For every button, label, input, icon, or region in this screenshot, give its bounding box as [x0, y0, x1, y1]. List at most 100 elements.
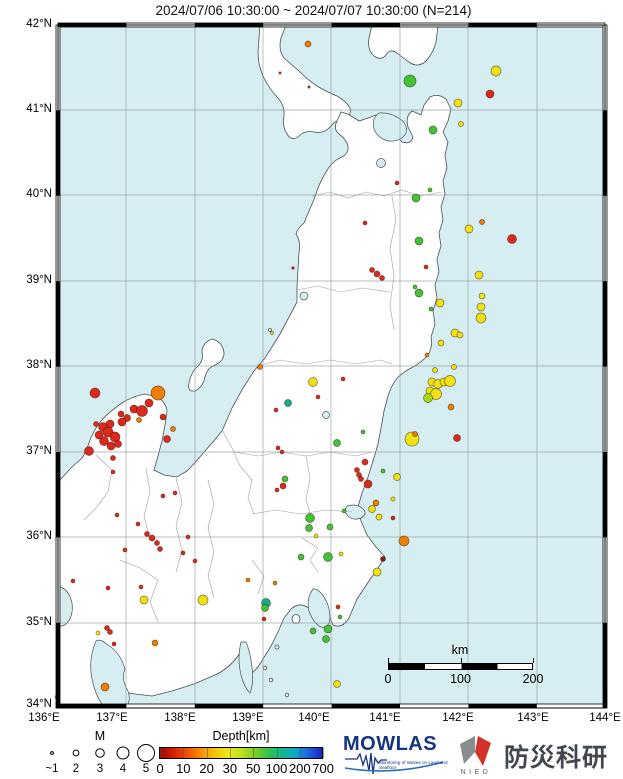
earthquake-dot [105, 585, 111, 591]
earthquake-dot [315, 394, 321, 400]
earthquake-dot [291, 266, 295, 270]
magnitude-legend-label: ~1 [45, 763, 59, 775]
earthquake-dot [444, 375, 456, 387]
lat-label: 34°N [26, 698, 52, 710]
earthquake-dot [163, 435, 171, 443]
lon-label: 139°E [232, 712, 264, 724]
earthquake-dot [185, 534, 191, 540]
earthquake-dot [110, 455, 116, 461]
earthquake-dot [309, 627, 317, 635]
earthquake-dot [478, 292, 486, 300]
earthquake-dot [95, 630, 101, 636]
lon-label: 140°E [298, 712, 330, 724]
magnitude-legend-circle [50, 751, 54, 755]
depth-colorbar-tick [183, 748, 185, 758]
ise-bay [90, 639, 130, 709]
earthquake-dot [93, 421, 99, 427]
map-frame [55, 22, 608, 709]
lon-label: 137°E [96, 712, 128, 724]
earthquake-dot [340, 376, 346, 382]
earthquake-dot [322, 635, 330, 643]
earthquake-dot [507, 234, 517, 244]
waveform-icon [344, 752, 444, 775]
earthquake-dot [412, 431, 418, 437]
depth-colorbar-label: 700 [312, 761, 334, 776]
magnitude-legend-label: 3 [96, 763, 104, 775]
earthquake-dot [485, 89, 495, 99]
lat-label: 35°N [26, 616, 52, 628]
earthquake-dot [144, 398, 154, 408]
lat-label: 38°N [26, 359, 52, 371]
earthquake-dot [297, 553, 305, 561]
magnitude-legend-label: 2 [72, 763, 80, 775]
earthquake-dot [362, 220, 368, 226]
earthquake-dot [304, 40, 312, 48]
earthquake-dots [54, 40, 517, 700]
earthquake-dot [117, 417, 127, 427]
earthquake-dot [157, 546, 163, 552]
page-title: 2024/07/06 10:30:00 ~ 2024/07/07 10:30:0… [155, 3, 472, 18]
earthquake-dot [99, 436, 109, 446]
lake-kasumigaura [344, 504, 366, 520]
lake-biwa [57, 585, 73, 628]
earthquake-dot [358, 476, 364, 482]
earthquake-dot [435, 298, 445, 308]
depth-colorbar-label: 10 [176, 761, 191, 776]
earthquake-dot [139, 595, 149, 605]
mutsu-bay [372, 112, 407, 142]
mowlas-logo: MOWLAS Monitoring of Waves on Land and S… [343, 733, 448, 777]
earthquake-dot [333, 680, 341, 688]
lon-label: 144°E [589, 712, 621, 724]
scalebar-tick [460, 658, 462, 663]
scale-bar [388, 663, 533, 670]
lat-label: 37°N [26, 445, 52, 457]
lake-small [322, 411, 330, 419]
mowlas-logo-text: MOWLAS [343, 733, 438, 755]
island-small [274, 644, 280, 650]
scalebar-tick [388, 658, 389, 663]
lake-towada [376, 158, 386, 168]
earthquake-dot [275, 445, 281, 451]
earthquake-dot [94, 430, 104, 440]
earthquake-dot [390, 515, 396, 521]
earthquake-dot [363, 479, 373, 489]
earthquake-dot [84, 446, 94, 456]
earthquake-dot [403, 74, 417, 88]
earthquake-dot [261, 604, 269, 612]
lon-label: 141°E [369, 712, 401, 724]
earthquake-dot [369, 267, 375, 273]
earthquake-dot [338, 551, 344, 557]
lat-label: 42°N [26, 18, 52, 30]
island-small [268, 677, 274, 683]
earthquake-dot [154, 540, 160, 546]
earthquake-dot [423, 264, 429, 270]
prefecture-borders [83, 189, 443, 623]
depth-colorbar-label: 30 [222, 761, 238, 776]
earthquake-dot [305, 524, 313, 532]
coastline-hokkaido-south [368, 24, 439, 66]
earthquake-dot [70, 578, 76, 584]
earthquake-dot [337, 614, 343, 620]
earthquake-dot [170, 426, 176, 432]
earthquake-dot [447, 403, 455, 411]
earthquake-dot [117, 410, 125, 418]
earthquake-dot [432, 367, 438, 373]
earthquake-dot [372, 499, 380, 507]
lon-label: 143°E [517, 712, 549, 724]
depth-colorbar-label: 100 [265, 761, 288, 776]
earthquake-dot [368, 505, 376, 513]
magnitude-legend-circles [50, 744, 155, 762]
scalebar-label: 0 [384, 672, 392, 686]
nied-logo-letters: NIED [460, 769, 492, 776]
island-small [284, 692, 290, 698]
earthquake-dot [305, 513, 315, 523]
depth-legend-title: Depth[km] [212, 729, 270, 743]
earthquake-dot [144, 531, 150, 537]
island-small [268, 328, 272, 332]
earthquake-dot [151, 639, 159, 647]
earthquake-dot [257, 364, 263, 370]
earthquake-dot [361, 458, 369, 466]
earthquake-dot [354, 467, 360, 473]
earthquake-dot [475, 312, 487, 324]
